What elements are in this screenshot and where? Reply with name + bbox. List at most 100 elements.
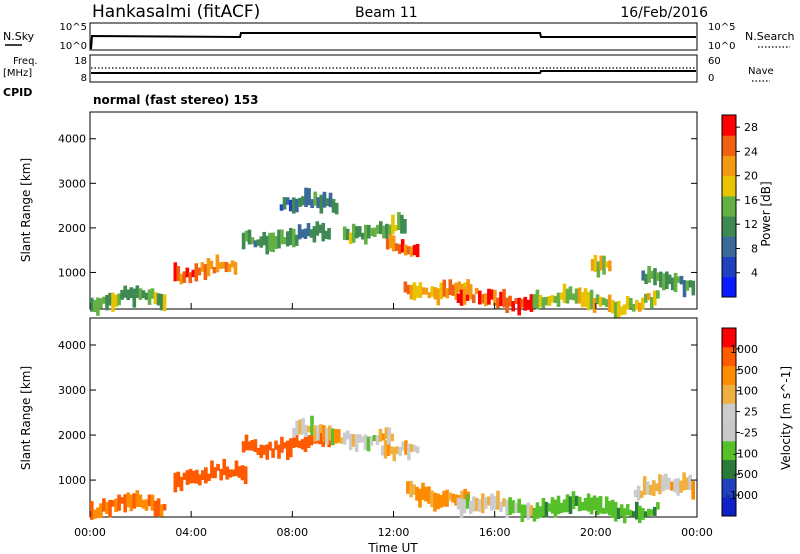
echo-cell	[324, 230, 328, 239]
echo-cell	[641, 297, 645, 310]
echo-cell	[265, 235, 269, 255]
echo-cell	[598, 296, 603, 307]
echo-cell	[153, 500, 158, 517]
echo-cell	[325, 198, 330, 206]
echo-cell	[378, 428, 383, 442]
echo-cell	[571, 293, 576, 301]
echo-cell	[653, 290, 657, 306]
echo-cell	[117, 293, 121, 306]
echo-cell	[604, 496, 609, 514]
echo-cell	[216, 463, 220, 471]
ytick-label: 2000	[58, 429, 86, 442]
echo-cell	[456, 497, 461, 510]
echo-cell	[596, 261, 601, 278]
echo-cell	[144, 292, 149, 300]
echo-cell	[197, 474, 202, 486]
echo-cell	[650, 509, 654, 516]
echo-cell	[117, 494, 121, 511]
echo-cell	[316, 197, 321, 209]
echo-cell	[114, 294, 118, 307]
echo-cell	[262, 445, 266, 455]
echo-cell	[641, 270, 645, 281]
echo-cell	[415, 285, 420, 298]
nsearch-tick-high: 10^5	[708, 22, 735, 33]
echo-cell	[279, 204, 284, 211]
echo-cell	[286, 231, 290, 247]
echo-cell	[367, 224, 371, 239]
colorbar-segment	[722, 155, 736, 177]
echo-cell	[397, 212, 401, 230]
echo-cell	[661, 475, 665, 492]
echo-cell	[259, 444, 264, 458]
echo-cell	[568, 286, 573, 300]
echo-cell	[253, 240, 258, 248]
echo-cell	[682, 280, 687, 298]
echo-cell	[436, 493, 440, 510]
colorbar-tick-label: -1000	[726, 489, 758, 502]
colorbar-segment	[722, 195, 736, 217]
mode-text: normal (fast stereo) 153	[93, 93, 259, 107]
echo-cell	[207, 473, 211, 481]
echo-cell	[592, 495, 597, 511]
echo-cell	[256, 239, 261, 246]
xtick-label: 12:00	[378, 526, 410, 539]
echo-cell	[253, 439, 258, 452]
echo-cell	[593, 255, 598, 273]
echo-cell	[389, 446, 394, 455]
echo-cell	[535, 502, 540, 519]
echo-cell	[583, 497, 588, 511]
echo-cell	[274, 440, 278, 450]
echo-cell	[639, 490, 644, 498]
echo-cell	[415, 446, 420, 454]
echo-cell	[203, 264, 208, 280]
nsky-tick-low: 10^0	[60, 41, 87, 52]
echo-cell	[345, 228, 350, 241]
xtick-label: 20:00	[580, 526, 612, 539]
echo-cell	[559, 502, 564, 513]
xtick-label: 04:00	[175, 526, 207, 539]
echo-cell	[179, 476, 184, 491]
echo-cell	[182, 271, 187, 283]
colorbar-tick-label: 500	[737, 364, 758, 377]
echo-cell	[418, 282, 423, 298]
echo-cell	[421, 287, 426, 295]
echo-cell	[653, 506, 657, 516]
echo-cell	[297, 440, 302, 449]
echo-cell	[291, 197, 296, 214]
echo-cell	[141, 499, 146, 509]
echo-cell	[565, 288, 570, 304]
echo-cell	[457, 281, 461, 293]
echo-cell	[394, 225, 398, 231]
echo-cell	[664, 473, 668, 490]
echo-cell	[619, 306, 624, 316]
echo-cell	[484, 293, 488, 307]
colorbar-segment	[722, 459, 736, 479]
echo-cell	[111, 292, 115, 312]
nsky-label: N.Sky	[3, 30, 35, 43]
echo-cell	[670, 277, 675, 291]
cpid-label: CPID	[3, 86, 32, 99]
echo-cell	[394, 243, 399, 251]
echo-cell	[300, 229, 305, 238]
echo-cell	[182, 472, 187, 480]
echo-cell	[108, 499, 112, 518]
echo-cell	[613, 301, 618, 319]
echo-cell	[386, 444, 391, 456]
velocity-marks	[90, 415, 695, 524]
echo-cell	[478, 498, 482, 512]
echo-cell	[404, 440, 408, 455]
echo-cell	[673, 272, 678, 293]
echo-cell	[277, 229, 281, 249]
echo-cell	[466, 279, 470, 299]
echo-cell	[301, 196, 305, 206]
colorbar-tick-label: 28	[744, 121, 758, 134]
colorbar-segment	[722, 236, 736, 257]
echo-cell	[392, 447, 396, 462]
echo-cell	[316, 425, 320, 441]
echo-cell	[219, 469, 223, 481]
echo-cell	[231, 469, 236, 477]
colorbar-segment	[722, 365, 736, 385]
colorbar-tick-label: 100	[737, 385, 758, 398]
ytick-label: 4000	[58, 133, 86, 146]
echo-cell	[608, 260, 612, 272]
